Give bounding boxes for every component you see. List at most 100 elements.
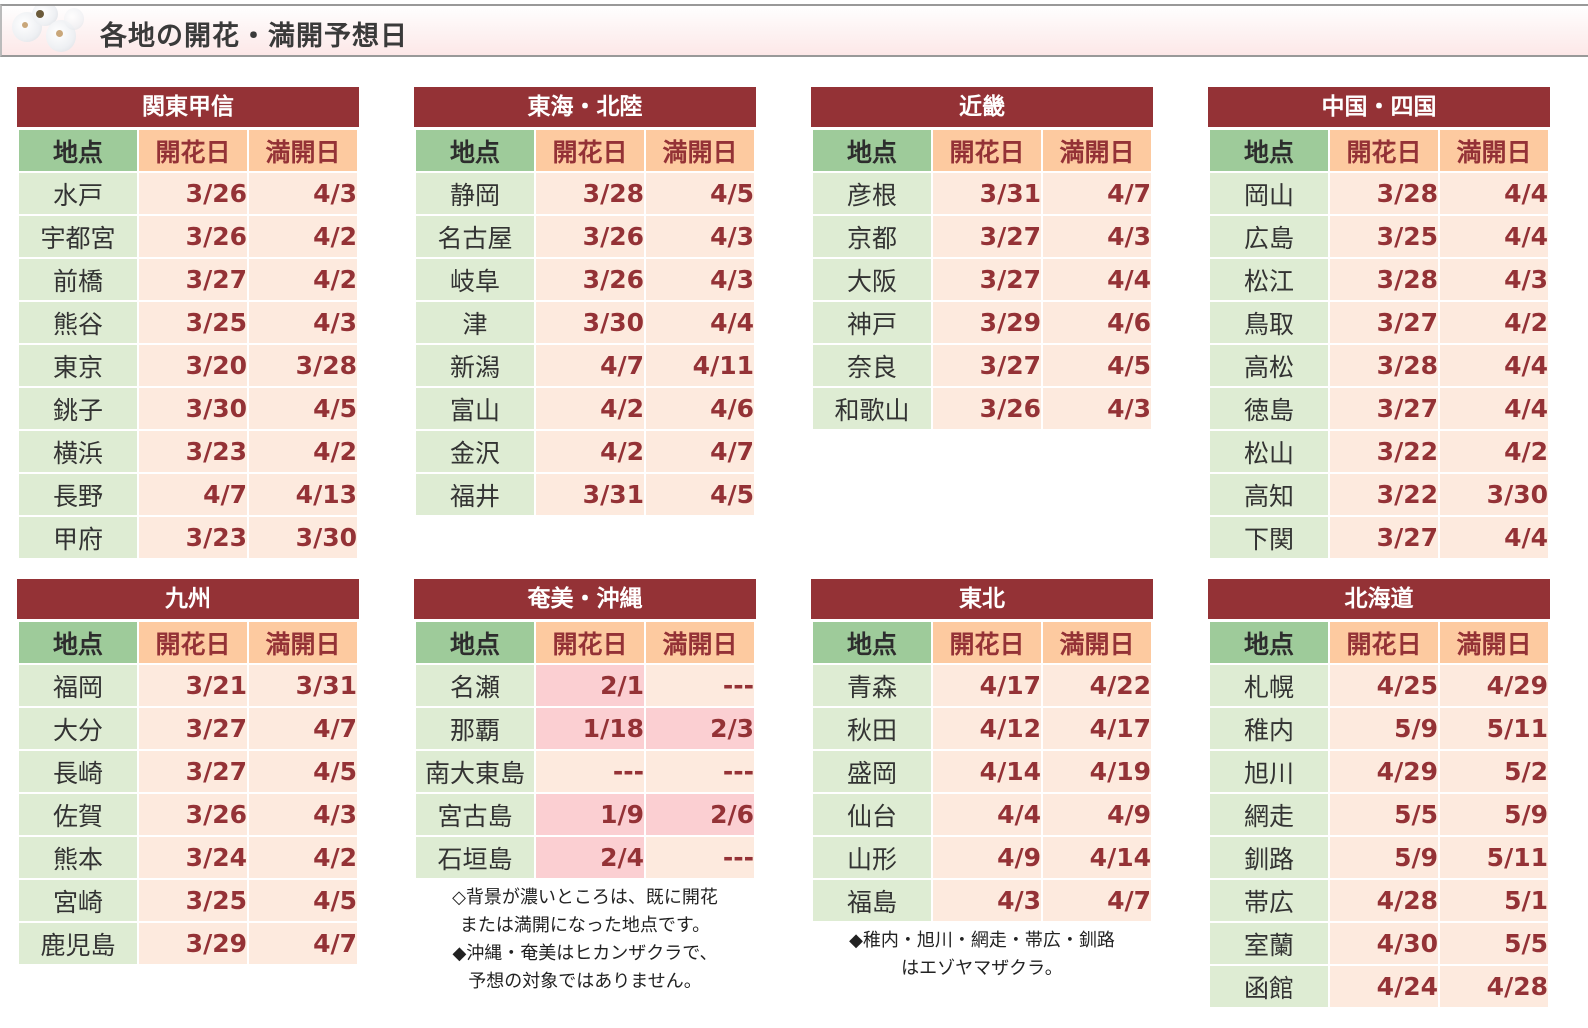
full-bloom-date-cell: 3/30 <box>247 515 359 560</box>
full-bloom-date-cell: --- <box>644 663 756 708</box>
bloom-date-cell: 3/28 <box>534 171 646 216</box>
place-cell: 京都 <box>811 214 933 259</box>
table-row: 鹿児島 3/29 4/7 <box>17 921 359 966</box>
full-bloom-date-cell: --- <box>644 749 756 794</box>
table-header-row: 地点 開花日 満開日 <box>811 128 1153 173</box>
full-bloom-date-cell: 4/2 <box>247 214 359 259</box>
bloom-date-cell: 3/26 <box>931 386 1043 431</box>
table-row: 奈良 3/27 4/5 <box>811 343 1153 388</box>
place-cell: 水戸 <box>17 171 139 216</box>
place-cell: 釧路 <box>1208 835 1330 880</box>
bloom-date-cell: 3/31 <box>534 472 646 517</box>
place-cell: 網走 <box>1208 792 1330 837</box>
table-row: 銚子 3/30 4/5 <box>17 386 359 431</box>
place-cell: 名古屋 <box>414 214 536 259</box>
region-title: 九州 <box>17 579 359 620</box>
table-row: 帯広 4/28 5/1 <box>1208 878 1550 923</box>
full-bloom-date-cell: 4/2 <box>1438 429 1550 474</box>
bloom-table: 地点 開花日 満開日 水戸 3/26 4/3 宇都宮 3/26 4/2 前橋 3/27 4/2 熊谷 3/… <box>17 128 359 560</box>
column-header-full: 満開日 <box>644 620 756 665</box>
column-header-bloom: 開花日 <box>534 620 646 665</box>
table-row: 長野 4/7 4/13 <box>17 472 359 517</box>
column-header-place: 地点 <box>17 128 139 173</box>
column-header-place: 地点 <box>414 128 536 173</box>
full-bloom-date-cell: 4/4 <box>1438 386 1550 431</box>
full-bloom-date-cell: 4/3 <box>1041 214 1153 259</box>
place-cell: 徳島 <box>1208 386 1330 431</box>
bloom-date-cell: 3/25 <box>1328 214 1440 259</box>
place-cell: 下関 <box>1208 515 1330 560</box>
place-cell: 高知 <box>1208 472 1330 517</box>
bloom-date-cell: 2/1 <box>534 663 646 708</box>
table-row: 神戸 3/29 4/6 <box>811 300 1153 345</box>
place-cell: 宮崎 <box>17 878 139 923</box>
table-row: 佐賀 3/26 4/3 <box>17 792 359 837</box>
full-bloom-date-cell: 4/4 <box>1041 257 1153 302</box>
column-header-place: 地点 <box>17 620 139 665</box>
place-cell: 福岡 <box>17 663 139 708</box>
table-row: 南大東島 --- --- <box>414 749 756 794</box>
place-cell: 甲府 <box>17 515 139 560</box>
table-header-row: 地点 開花日 満開日 <box>1208 620 1550 665</box>
place-cell: 室蘭 <box>1208 921 1330 966</box>
table-row: 室蘭 4/30 5/5 <box>1208 921 1550 966</box>
full-bloom-date-cell: 4/9 <box>1041 792 1153 837</box>
place-cell: 熊谷 <box>17 300 139 345</box>
footnote-line: 予想の対象ではありません。 <box>468 971 702 992</box>
region-title: 東海・北陸 <box>414 87 756 128</box>
bloom-date-cell: 3/27 <box>931 343 1043 388</box>
bloom-table: 地点 開花日 満開日 青森 4/17 4/22 秋田 4/12 4/17 盛岡 4/14 4/19 仙台… <box>811 620 1153 923</box>
bloom-date-cell: 3/28 <box>1328 171 1440 216</box>
column-header-bloom: 開花日 <box>931 128 1043 173</box>
place-cell: 広島 <box>1208 214 1330 259</box>
table-row: 福岡 3/21 3/31 <box>17 663 359 708</box>
full-bloom-date-cell: 4/7 <box>1041 878 1153 923</box>
bloom-date-cell: 3/21 <box>137 663 249 708</box>
full-bloom-date-cell: 4/5 <box>247 386 359 431</box>
page-title: 各地の開花・満開予想日 <box>100 21 408 52</box>
table-row: 下関 3/27 4/4 <box>1208 515 1550 560</box>
table-row: 富山 4/2 4/6 <box>414 386 756 431</box>
region-table: 東海・北陸 地点 開花日 満開日 静岡 3/28 4/5 名古屋 3/26 4/3 岐阜 3/26 4/… <box>414 87 756 517</box>
footnote-line: はエゾヤマザクラ。 <box>901 958 1063 979</box>
bloom-table: 地点 開花日 満開日 彦根 3/31 4/7 京都 3/27 4/3 大阪 3/27 4/4 神戸 3/2… <box>811 128 1153 431</box>
full-bloom-date-cell: 4/19 <box>1041 749 1153 794</box>
full-bloom-date-cell: 4/7 <box>644 429 756 474</box>
table-row: 前橋 3/27 4/2 <box>17 257 359 302</box>
full-bloom-date-cell: 4/5 <box>247 878 359 923</box>
column-header-place: 地点 <box>1208 620 1330 665</box>
table-row: 彦根 3/31 4/7 <box>811 171 1153 216</box>
table-row: 水戸 3/26 4/3 <box>17 171 359 216</box>
region-title: 中国・四国 <box>1208 87 1550 128</box>
column-header-place: 地点 <box>811 620 933 665</box>
table-row: 秋田 4/12 4/17 <box>811 706 1153 751</box>
table-header-row: 地点 開花日 満開日 <box>17 620 359 665</box>
table-row: 松江 3/28 4/3 <box>1208 257 1550 302</box>
full-bloom-date-cell: 5/5 <box>1438 921 1550 966</box>
bloom-date-cell: 3/28 <box>1328 343 1440 388</box>
bloom-date-cell: 3/22 <box>1328 472 1440 517</box>
full-bloom-date-cell: 4/5 <box>1041 343 1153 388</box>
footnote-line: または満開になった地点です。 <box>459 915 711 936</box>
bloom-date-cell: 4/7 <box>137 472 249 517</box>
column-header-full: 満開日 <box>644 128 756 173</box>
region-table: 北海道 地点 開花日 満開日 札幌 4/25 4/29 稚内 5/9 5/11 旭川 4/29 5/2 網… <box>1208 579 1550 1009</box>
table-row: 静岡 3/28 4/5 <box>414 171 756 216</box>
footnote: ◇背景が濃いところは、既に開花 または満開になった地点です。 ◆沖縄・奄美はヒカンザ… <box>414 884 756 996</box>
bloom-table: 地点 開花日 満開日 岡山 3/28 4/4 広島 3/25 4/4 松江 3/28 4/3 鳥取 3/2… <box>1208 128 1550 560</box>
place-cell: 青森 <box>811 663 933 708</box>
table-row: 福井 3/31 4/5 <box>414 472 756 517</box>
column-header-bloom: 開花日 <box>137 620 249 665</box>
full-bloom-date-cell: 4/3 <box>644 214 756 259</box>
table-header-row: 地点 開花日 満開日 <box>17 128 359 173</box>
bloom-date-cell: 4/24 <box>1328 964 1440 1009</box>
bloom-date-cell: 1/9 <box>534 792 646 837</box>
page-header: 各地の開花・満開予想日 <box>0 4 1588 57</box>
table-row: 宇都宮 3/26 4/2 <box>17 214 359 259</box>
bloom-date-cell: 3/23 <box>137 429 249 474</box>
full-bloom-date-cell: 3/31 <box>247 663 359 708</box>
table-row: 盛岡 4/14 4/19 <box>811 749 1153 794</box>
place-cell: 新潟 <box>414 343 536 388</box>
place-cell: 松江 <box>1208 257 1330 302</box>
footnote-line: ◆稚内・旭川・網走・帯広・釧路 <box>849 930 1115 951</box>
